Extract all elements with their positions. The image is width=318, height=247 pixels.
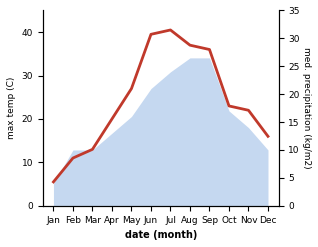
Y-axis label: med. precipitation (kg/m2): med. precipitation (kg/m2) [302,47,311,169]
Y-axis label: max temp (C): max temp (C) [7,77,16,139]
X-axis label: date (month): date (month) [125,230,197,240]
